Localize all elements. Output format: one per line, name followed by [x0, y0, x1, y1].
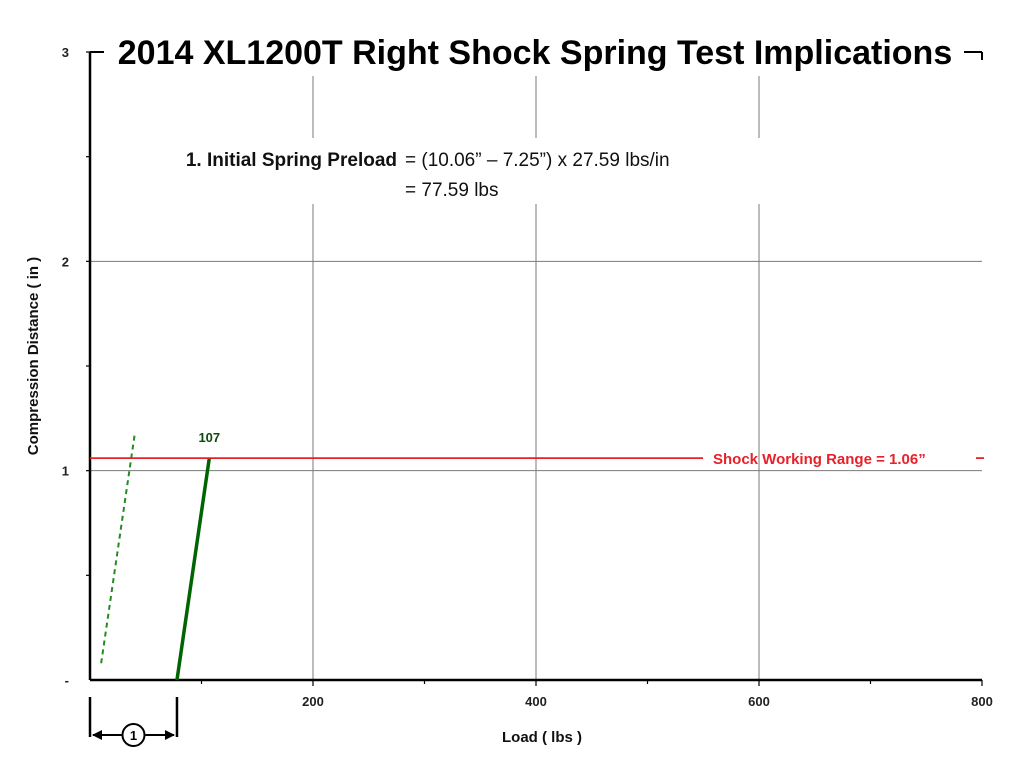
spring-line-solid [175, 457, 212, 681]
annotation-line-2: = 77.59 lbs [405, 180, 499, 201]
x-axis-label: Load ( lbs ) [502, 729, 582, 746]
y-tick-labels: - 1 2 3 [62, 45, 69, 688]
annotation-label: 1. Initial Spring Preload [186, 150, 397, 171]
x-tick-label: 800 [971, 694, 993, 709]
y-tick-label: - [65, 673, 69, 688]
x-tick-label: 200 [302, 694, 324, 709]
x-tick-label: 400 [525, 694, 547, 709]
working-range-label: Shock Working Range = 1.06” [713, 451, 926, 468]
reference-layer: Shock Working Range = 1.06” [90, 451, 984, 468]
preload-annotation: 1. Initial Spring Preload = (10.06” – 7.… [130, 138, 780, 204]
y-tick-label: 3 [62, 45, 69, 60]
point-label: 107 [198, 430, 220, 445]
spring-line-dashed [100, 434, 136, 664]
x-tick-label: 600 [748, 694, 770, 709]
x-tick-labels: 200 400 600 800 [302, 694, 993, 709]
y-tick-label: 2 [62, 254, 69, 269]
annotation-line-1: = (10.06” – 7.25”) x 27.59 lbs/in [405, 150, 670, 171]
y-tick-label: 1 [62, 464, 69, 479]
annotation-background [130, 138, 780, 204]
tick-marks [86, 51, 983, 686]
series-layer: 107 [100, 430, 220, 681]
bracket-arrowhead-left [92, 730, 102, 740]
preload-bracket: 1 [88, 697, 179, 747]
y-axis-label: Compression Distance ( in ) [25, 257, 42, 455]
bracket-badge-label: 1 [130, 728, 137, 743]
chart-title: 2014 XL1200T Right Shock Spring Test Imp… [118, 34, 952, 72]
bracket-badge [121, 723, 146, 747]
bracket-arrowhead-right [164, 730, 175, 740]
